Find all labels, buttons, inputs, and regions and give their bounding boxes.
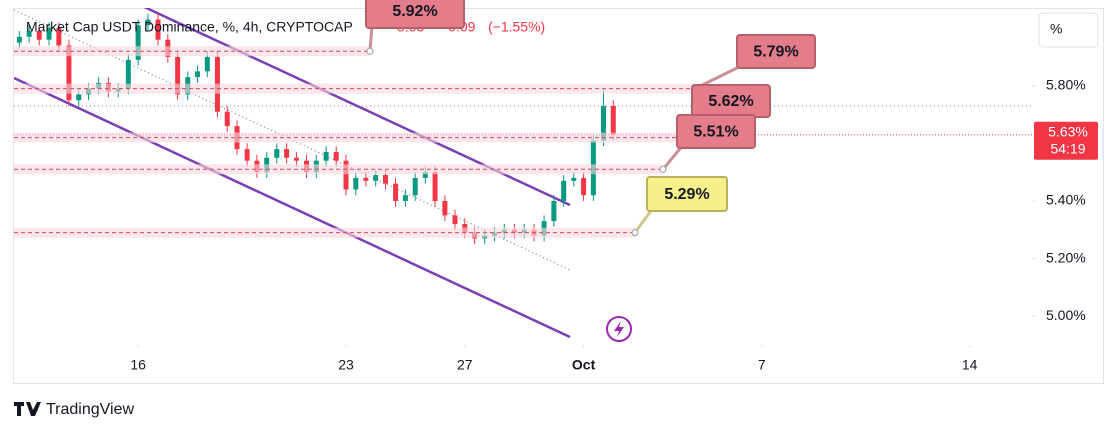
callout-label: 5.62% <box>708 93 753 110</box>
candle-body <box>412 177 418 196</box>
level-anchor <box>659 165 667 173</box>
y-tick-label: 5.00% <box>1046 307 1086 323</box>
candle-body <box>145 19 151 26</box>
candle-body <box>204 56 210 72</box>
channel-lower <box>14 76 571 339</box>
brand: TradingView <box>46 401 134 418</box>
candle-body <box>373 175 379 181</box>
callout-pointer <box>368 24 374 52</box>
candle-body <box>343 160 349 190</box>
candle-body <box>432 172 438 201</box>
candle-body <box>195 71 201 78</box>
candle-body <box>125 59 131 89</box>
plot-area <box>14 8 1032 339</box>
callout-label: 5.51% <box>693 124 738 141</box>
callout-box <box>365 0 465 29</box>
y-tick-label: 5.20% <box>1046 249 1086 265</box>
candle-body <box>175 56 181 95</box>
candle-body <box>46 28 52 40</box>
candle-body <box>323 152 329 161</box>
x-tick-label: 27 <box>457 357 473 373</box>
candle-body <box>244 149 250 161</box>
candle-body <box>135 25 141 60</box>
candle-body <box>56 28 62 46</box>
callout-pointer <box>661 144 685 171</box>
callout-label: 5.92% <box>392 3 437 20</box>
callout-label: 5.29% <box>664 186 709 203</box>
candle-body <box>561 180 567 201</box>
candle-body <box>383 175 389 184</box>
price-tag-value: 5.63% <box>1048 123 1088 139</box>
x-tick-label: 23 <box>338 357 354 373</box>
unit-button[interactable] <box>1038 12 1099 48</box>
level-anchor <box>366 47 374 55</box>
candle-body <box>442 200 448 216</box>
level-band <box>14 132 695 143</box>
candle-body <box>610 105 616 135</box>
candle-body <box>422 172 428 178</box>
candle-body <box>36 31 42 40</box>
change-pct: (−1.55%) <box>488 19 545 35</box>
candle-body <box>155 19 161 40</box>
callout-box <box>736 34 816 69</box>
candle-body <box>363 177 369 181</box>
unit-label: % <box>1050 21 1062 37</box>
candle-body <box>66 45 72 101</box>
candle-body <box>26 31 32 37</box>
candle-body <box>393 183 399 201</box>
candle-body <box>600 105 606 141</box>
x-tick-label: 7 <box>758 357 766 373</box>
x-tick-label: 14 <box>962 357 978 373</box>
candle-body <box>16 36 22 43</box>
candle-body <box>353 177 359 190</box>
x-tick-label: Oct <box>572 357 596 373</box>
level-band <box>14 83 695 94</box>
event-bolt <box>614 321 624 337</box>
candle-body <box>551 200 557 222</box>
price-tag-countdown: 54:19 <box>1050 140 1085 156</box>
y-tick-label: 5.40% <box>1046 192 1086 208</box>
candle-body <box>284 149 290 158</box>
symbol: Market Cap USDT Dominance, %, 4h, CRYPTO… <box>26 19 353 35</box>
candle-body <box>571 177 577 181</box>
header: Market Cap USDT Dominance, %, 4h, CRYPTO… <box>26 19 545 35</box>
candle-body <box>76 94 82 101</box>
candle-body <box>333 152 339 161</box>
candle-body <box>274 149 280 158</box>
candle-body <box>402 195 408 201</box>
callout-pointer <box>633 207 655 234</box>
callout-box <box>646 176 728 212</box>
level-anchor <box>631 229 639 237</box>
candle-body <box>293 157 299 161</box>
candle-body <box>581 177 587 196</box>
price-tag <box>1034 121 1098 160</box>
candle-body <box>224 111 230 127</box>
brand-logo <box>14 402 41 416</box>
callout-box <box>676 114 756 149</box>
chart-frame <box>13 8 1104 384</box>
callout-label: 5.79% <box>753 44 798 61</box>
annotations: 5.92% 5.79% 5.62% 5.51% 5.29% <box>14 0 816 238</box>
candle-body <box>452 215 458 225</box>
y-tick-label: 5.80% <box>1046 76 1086 92</box>
x-tick-label: 16 <box>130 357 146 373</box>
